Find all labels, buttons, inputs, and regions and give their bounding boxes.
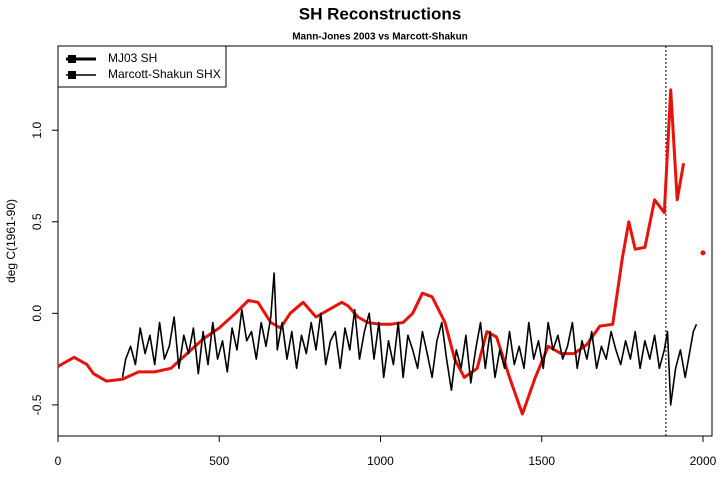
y-tick-label: 0.0 <box>30 305 44 322</box>
x-tick-label: 0 <box>55 454 62 468</box>
data-point <box>700 250 706 256</box>
x-tick-label: 1000 <box>367 454 394 468</box>
x-tick-label: 500 <box>209 454 229 468</box>
legend-label: Marcott-Shakun SHX <box>108 67 221 81</box>
legend-label: MJ03 SH <box>108 51 157 65</box>
x-tick-label: 2000 <box>690 454 717 468</box>
x-tick-label: 1500 <box>528 454 555 468</box>
chart-title: SH Reconstructions <box>299 4 461 23</box>
y-axis-label: deg C(1961-90) <box>4 199 18 283</box>
chart-subtitle: Mann-Jones 2003 vs Marcott-Shakun <box>292 32 468 43</box>
data-line <box>121 272 698 406</box>
plot-frame <box>57 45 713 437</box>
legend-swatch <box>68 71 76 79</box>
data-line <box>57 88 686 416</box>
legend-box <box>57 45 227 88</box>
y-tick-label: 1.0 <box>30 122 44 139</box>
y-tick-label: -0.5 <box>30 394 44 415</box>
legend-swatch <box>68 55 76 63</box>
y-tick-label: 0.5 <box>30 213 44 230</box>
